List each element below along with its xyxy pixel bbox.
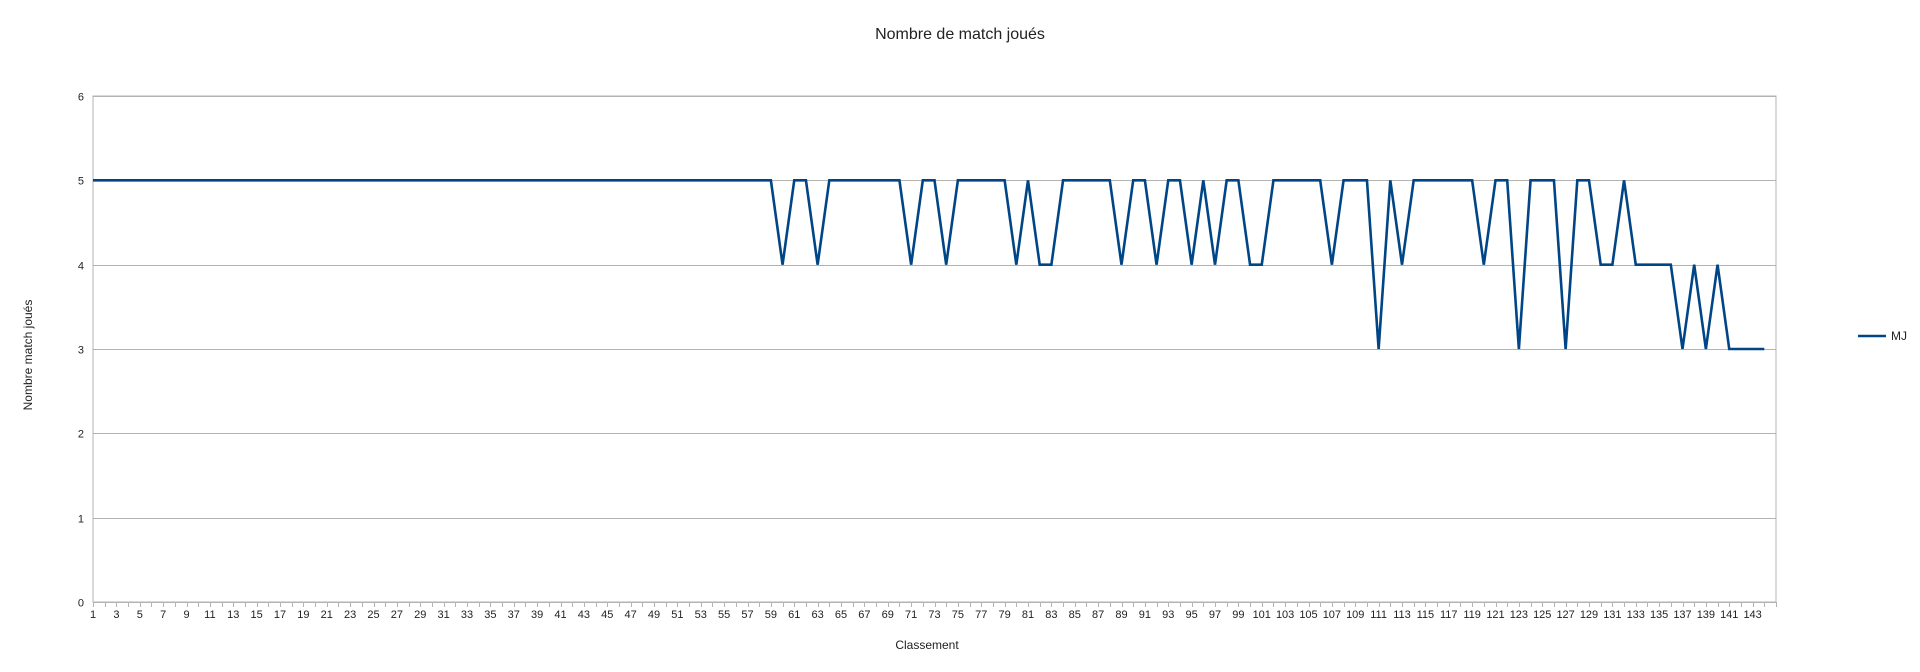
x-tick-label: 41 bbox=[554, 609, 566, 621]
y-tick-label: 6 bbox=[78, 92, 84, 104]
x-tick-label: 33 bbox=[461, 609, 473, 621]
x-tick-label: 61 bbox=[788, 609, 800, 621]
x-axis-label: Classement bbox=[895, 638, 959, 652]
x-tick-label: 77 bbox=[975, 609, 987, 621]
x-tick-label: 21 bbox=[321, 609, 333, 621]
legend: MJ bbox=[1858, 329, 1907, 343]
x-tick-label: 115 bbox=[1417, 609, 1435, 621]
x-tick-label: 31 bbox=[438, 609, 450, 621]
x-tick-label: 135 bbox=[1650, 609, 1668, 621]
x-tick-label: 9 bbox=[183, 609, 189, 621]
y-axis-label: Nombre match joués bbox=[21, 300, 35, 411]
x-tick-label: 11 bbox=[204, 609, 215, 621]
x-tick-label: 113 bbox=[1393, 609, 1411, 621]
x-tick-label: 107 bbox=[1323, 609, 1341, 621]
x-tick-label: 109 bbox=[1346, 609, 1364, 621]
chart-title: Nombre de match joués bbox=[875, 26, 1045, 43]
x-tick-label: 143 bbox=[1743, 609, 1761, 621]
x-tick-label: 73 bbox=[928, 609, 940, 621]
x-tick-label: 53 bbox=[695, 609, 707, 621]
x-tick-label: 65 bbox=[835, 609, 847, 621]
x-tick-label: 17 bbox=[274, 609, 286, 621]
x-tick-label: 67 bbox=[858, 609, 870, 621]
x-tick-label: 63 bbox=[812, 609, 824, 621]
x-tick-label: 105 bbox=[1299, 609, 1317, 621]
x-tick-label: 81 bbox=[1022, 609, 1034, 621]
x-tick-label: 59 bbox=[765, 609, 777, 621]
x-tick-label: 39 bbox=[531, 609, 543, 621]
x-tick-label: 133 bbox=[1627, 609, 1645, 621]
x-tick-label: 23 bbox=[344, 609, 356, 621]
x-tick-label: 121 bbox=[1486, 609, 1504, 621]
x-tick-label: 69 bbox=[882, 609, 894, 621]
x-tick-label: 125 bbox=[1533, 609, 1551, 621]
x-tick-label: 85 bbox=[1069, 609, 1081, 621]
x-tick-label: 123 bbox=[1510, 609, 1528, 621]
x-tick-label: 47 bbox=[625, 609, 637, 621]
x-tick-label: 93 bbox=[1162, 609, 1174, 621]
x-tick-label: 141 bbox=[1720, 609, 1738, 621]
x-tick-label: 95 bbox=[1186, 609, 1198, 621]
x-tick-label: 129 bbox=[1580, 609, 1598, 621]
y-tick-label: 3 bbox=[78, 345, 84, 357]
x-tick-label: 87 bbox=[1092, 609, 1104, 621]
x-tick-label: 117 bbox=[1440, 609, 1458, 621]
x-tick-label: 101 bbox=[1253, 609, 1271, 621]
y-tick-label: 4 bbox=[78, 261, 84, 273]
x-tick-label: 137 bbox=[1673, 609, 1691, 621]
x-tick-label: 55 bbox=[718, 609, 730, 621]
x-tick-label: 19 bbox=[297, 609, 309, 621]
x-tick-label: 127 bbox=[1556, 609, 1574, 621]
x-tick-label: 99 bbox=[1232, 609, 1244, 621]
x-tick-label: 13 bbox=[227, 609, 239, 621]
y-tick-label: 0 bbox=[78, 598, 84, 610]
x-tick-label: 49 bbox=[648, 609, 660, 621]
x-tick-label: 35 bbox=[484, 609, 496, 621]
x-tick-label: 75 bbox=[952, 609, 964, 621]
x-tick-label: 89 bbox=[1115, 609, 1127, 621]
x-tick-label: 3 bbox=[113, 609, 119, 621]
x-tick-label: 119 bbox=[1463, 609, 1481, 621]
x-tick-label: 45 bbox=[601, 609, 613, 621]
x-tick-label: 51 bbox=[671, 609, 683, 621]
x-tick-label: 5 bbox=[137, 609, 143, 621]
x-tick-label: 131 bbox=[1603, 609, 1621, 621]
x-tick-label: 25 bbox=[367, 609, 379, 621]
x-tick-label: 37 bbox=[508, 609, 520, 621]
x-tick-label: 111 bbox=[1370, 609, 1387, 621]
y-tick-label: 1 bbox=[78, 514, 84, 526]
x-tick-label: 27 bbox=[391, 609, 403, 621]
series-line-mj bbox=[93, 179, 1765, 351]
x-tick-label: 57 bbox=[741, 609, 753, 621]
y-tick-label: 5 bbox=[78, 176, 84, 188]
x-tick-label: 91 bbox=[1139, 609, 1151, 621]
legend-label-mj: MJ bbox=[1891, 329, 1907, 343]
x-tick-label: 7 bbox=[160, 609, 166, 621]
y-tick-label: 2 bbox=[78, 429, 84, 441]
x-tick-label: 15 bbox=[251, 609, 263, 621]
x-tick-label: 71 bbox=[905, 609, 917, 621]
x-tick-label: 139 bbox=[1697, 609, 1715, 621]
x-tick-label: 43 bbox=[578, 609, 590, 621]
x-tick-label: 97 bbox=[1209, 609, 1221, 621]
x-tick-label: 83 bbox=[1045, 609, 1057, 621]
x-tick-label: 103 bbox=[1276, 609, 1294, 621]
x-tick-label: 29 bbox=[414, 609, 426, 621]
x-tick-label: 79 bbox=[999, 609, 1011, 621]
x-tick-label: 1 bbox=[90, 609, 96, 621]
